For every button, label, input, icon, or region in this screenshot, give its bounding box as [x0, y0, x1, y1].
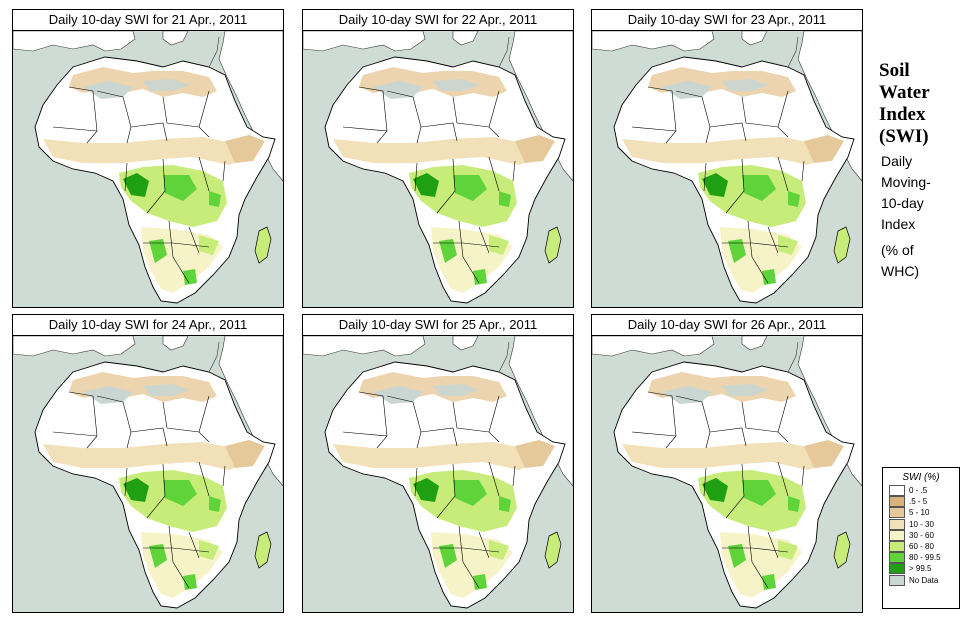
- legend-swatch: [889, 563, 905, 575]
- map-panel-3: [591, 30, 863, 308]
- country-borders: [631, 86, 805, 284]
- map-panel-2: [302, 30, 574, 308]
- africa-map: [592, 31, 862, 304]
- legend-label: 30 - 60: [909, 530, 934, 540]
- legend-swatch: [889, 574, 905, 586]
- africa-landmass: [324, 56, 566, 304]
- legend-swatch: [889, 552, 905, 564]
- country-borders: [52, 86, 226, 284]
- africa-landmass: [324, 361, 566, 609]
- africa-map: [303, 336, 573, 609]
- legend-label: No Data: [909, 575, 939, 585]
- legend-swatch: [889, 541, 905, 553]
- swi-title-line: Soil: [879, 60, 910, 81]
- africa-map: [592, 336, 862, 609]
- map-panel-4: [12, 335, 284, 613]
- map-title-5: Daily 10-day SWI for 25 Apr., 2011: [302, 314, 574, 336]
- map-title-1: Daily 10-day SWI for 21 Apr., 2011: [12, 9, 284, 31]
- country-borders: [342, 391, 516, 589]
- east-med-coast: [787, 341, 799, 373]
- africa-landmass: [613, 56, 855, 304]
- swi-desc-line: 10-day: [881, 195, 924, 211]
- legend-item: 80 - 99.5: [883, 552, 959, 564]
- map-panel-1: [12, 30, 284, 308]
- east-med-coast: [208, 36, 220, 68]
- legend-item: > 99.5: [883, 563, 959, 575]
- country-borders: [342, 86, 516, 284]
- africa-map: [13, 31, 283, 304]
- legend-item: .5 - 5: [883, 496, 959, 508]
- east-med-coast: [498, 36, 510, 68]
- legend-label: 60 - 80: [909, 542, 934, 552]
- country-borders: [52, 391, 226, 589]
- swi-title-line: Index: [879, 104, 926, 125]
- east-med-coast: [787, 36, 799, 68]
- swi-unit: (% of WHC): [881, 240, 919, 282]
- map-panel-6: [591, 335, 863, 613]
- legend-label: 0 - .5: [909, 486, 928, 496]
- legend-item: No Data: [883, 574, 959, 586]
- swi-unit-line: (% of: [881, 242, 914, 258]
- legend-item: 10 - 30: [883, 518, 959, 530]
- legend-item: 0 - .5: [883, 485, 959, 497]
- legend-swatch: [889, 529, 905, 541]
- map-title-2: Daily 10-day SWI for 22 Apr., 2011: [302, 9, 574, 31]
- swi-title: Soil Water Index (SWI): [879, 60, 930, 148]
- swi-description: Daily Moving- 10-day Index: [881, 151, 931, 235]
- swi-desc-line: Moving-: [881, 174, 931, 190]
- swi-desc-line: Index: [881, 216, 916, 232]
- africa-landmass: [34, 56, 276, 304]
- legend-label: 80 - 99.5: [909, 553, 941, 563]
- legend-item: 5 - 10: [883, 507, 959, 519]
- map-panel-5: [302, 335, 574, 613]
- legend-swatch: [889, 518, 905, 530]
- africa-landmass: [613, 361, 855, 609]
- legend-item: 60 - 80: [883, 541, 959, 553]
- legend-swatch: [889, 496, 905, 508]
- legend-swatch: [889, 507, 905, 519]
- swi-title-line: Water: [879, 82, 930, 103]
- east-med-coast: [208, 341, 220, 373]
- africa-map: [13, 336, 283, 609]
- map-title-6: Daily 10-day SWI for 26 Apr., 2011: [591, 314, 863, 336]
- surrounding-land: [13, 336, 283, 487]
- country-borders: [631, 391, 805, 589]
- legend-swatch: [889, 485, 905, 497]
- legend-label: > 99.5: [909, 564, 932, 574]
- legend-title: SWI (%): [902, 472, 940, 483]
- map-title-3: Daily 10-day SWI for 23 Apr., 2011: [591, 9, 863, 31]
- africa-map: [303, 31, 573, 304]
- swi-unit-line: WHC): [881, 263, 920, 279]
- swi-title-line: (SWI): [879, 126, 929, 147]
- legend-label: 10 - 30: [909, 519, 934, 529]
- east-med-coast: [498, 341, 510, 373]
- swi-desc-line: Daily: [881, 153, 913, 169]
- legend-label: .5 - 5: [909, 497, 928, 507]
- africa-landmass: [34, 361, 276, 609]
- legend-item: 30 - 60: [883, 529, 959, 541]
- map-title-4: Daily 10-day SWI for 24 Apr., 2011: [12, 314, 284, 336]
- legend-label: 5 - 10: [909, 508, 930, 518]
